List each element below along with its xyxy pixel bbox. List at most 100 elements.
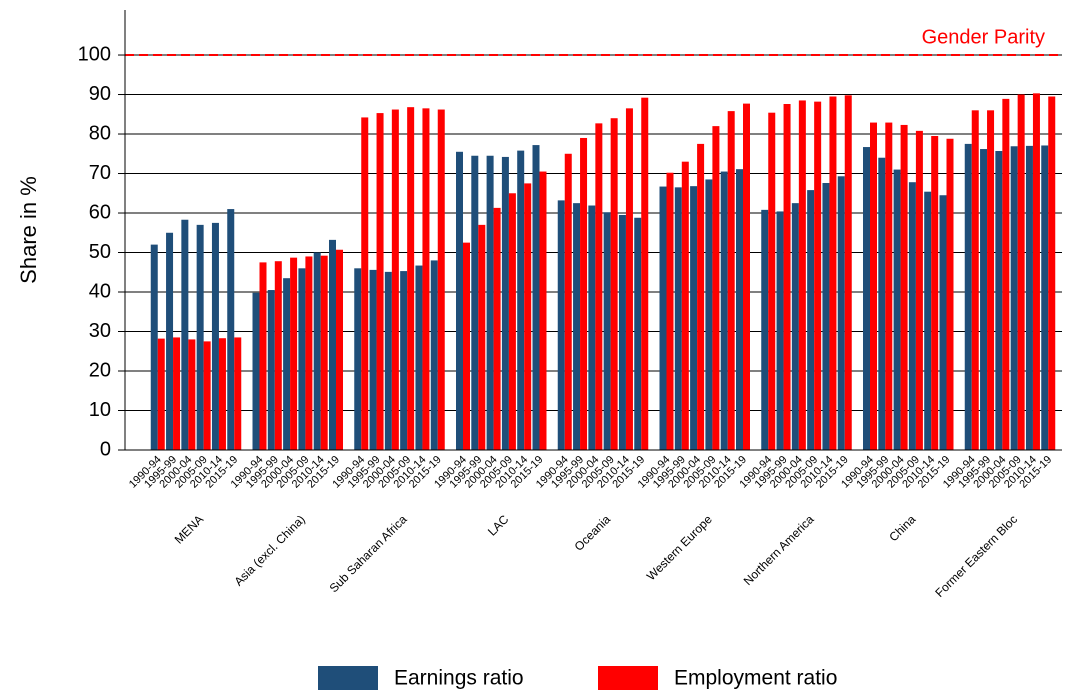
bar: [727, 111, 735, 451]
bar: [946, 138, 954, 450]
bar: [173, 337, 181, 450]
group-label: LAC: [485, 512, 512, 539]
bar: [791, 203, 799, 450]
bar: [329, 239, 336, 450]
bar: [336, 249, 343, 450]
bar: [196, 224, 204, 450]
bar: [557, 200, 565, 450]
y-tick-label: 50: [89, 241, 111, 263]
bar: [964, 143, 972, 450]
bar: [1002, 98, 1010, 450]
bar: [283, 278, 291, 450]
bar: [659, 186, 667, 450]
bar: [150, 244, 158, 450]
bar: [211, 222, 219, 450]
bar: [980, 149, 988, 450]
bar: [971, 110, 979, 451]
bar: [844, 95, 852, 451]
bar: [305, 256, 313, 450]
bar: [625, 108, 633, 450]
bar: [376, 113, 384, 450]
bar: [166, 232, 174, 450]
legend-label: Earnings ratio: [394, 667, 524, 690]
bar: [878, 157, 886, 451]
bar: [900, 124, 908, 450]
bar: [234, 337, 242, 450]
bar: [776, 211, 784, 450]
bar: [595, 123, 603, 450]
bar: [508, 193, 516, 450]
bar: [712, 126, 720, 451]
y-tick-label: 70: [89, 162, 111, 184]
y-tick-label: 0: [100, 438, 111, 460]
bar: [181, 219, 189, 450]
bar: [463, 242, 470, 450]
bar: [456, 151, 463, 450]
bar: [227, 209, 235, 450]
y-tick-label: 90: [89, 83, 111, 105]
bar: [618, 214, 626, 450]
bar: [361, 117, 369, 450]
bar: [354, 268, 362, 450]
bar: [1032, 93, 1040, 450]
bar: [274, 261, 282, 450]
bar: [471, 155, 479, 450]
y-tick-label: 60: [89, 201, 111, 223]
legend-swatch: [598, 666, 658, 690]
bar: [313, 252, 321, 450]
y-tick-label: 80: [89, 122, 111, 144]
bar: [252, 292, 260, 450]
bar: [157, 338, 165, 450]
bar: [798, 100, 806, 451]
bar: [829, 96, 837, 451]
y-tick-label: 100: [78, 43, 111, 65]
bar: [1010, 146, 1018, 450]
bar: [369, 269, 377, 450]
bar: [478, 224, 486, 450]
bar: [539, 171, 547, 450]
bar: [564, 153, 572, 450]
bar: [218, 338, 226, 450]
bar: [768, 112, 776, 451]
bar: [259, 262, 267, 450]
bar: [1017, 94, 1025, 451]
bar: [267, 290, 275, 450]
group-label: Western Europe: [644, 512, 715, 583]
bar: [610, 118, 618, 450]
group-label: China: [886, 512, 918, 544]
bar: [814, 101, 822, 450]
group-label: Sub Saharan Africa: [327, 512, 410, 595]
bar: [580, 137, 588, 451]
bar: [203, 341, 211, 450]
bar: [422, 108, 430, 450]
bar: [761, 209, 769, 450]
bar: [674, 187, 682, 451]
bar: [290, 257, 298, 450]
bar: [681, 161, 689, 450]
bar: [908, 182, 916, 450]
y-tick-label: 30: [89, 320, 111, 342]
bar: [501, 156, 509, 450]
bar: [893, 169, 901, 450]
bar: [736, 169, 743, 451]
bar: [885, 122, 893, 450]
bar: [517, 150, 525, 450]
bar: [407, 107, 415, 450]
bar: [1025, 145, 1033, 451]
bar: [870, 122, 877, 450]
group-label: MENA: [172, 512, 206, 546]
bar: [588, 205, 596, 450]
bar: [690, 186, 698, 450]
bar: [400, 271, 408, 450]
bar: [1041, 145, 1049, 450]
bar: [743, 103, 750, 451]
bar: [634, 217, 642, 450]
bar: [807, 190, 815, 450]
legend-label: Employment ratio: [674, 667, 837, 690]
bar: [697, 143, 705, 450]
bar: [391, 109, 399, 451]
bar: [415, 265, 423, 450]
bar: [666, 172, 674, 450]
bar: [603, 212, 611, 450]
